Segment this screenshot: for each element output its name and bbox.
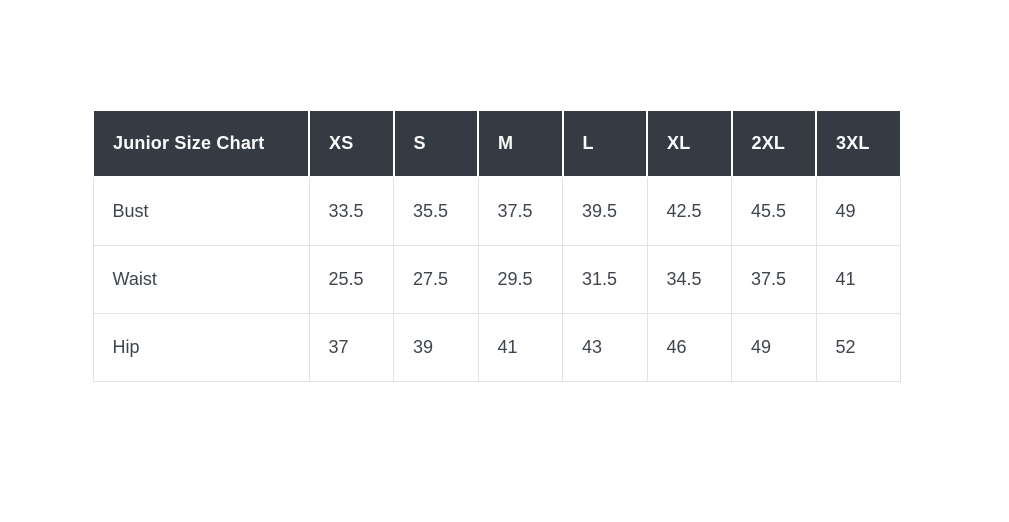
size-header-3xl: 3XL <box>815 109 902 178</box>
cell-bust-2xl: 45.5 <box>731 176 817 246</box>
size-header-xl: XL <box>646 109 733 178</box>
cell-hip-3xl: 52 <box>815 313 901 382</box>
header-row: Junior Size Chart XS S M L XL 2XL 3XL <box>92 109 902 178</box>
size-header-m: M <box>477 109 564 178</box>
size-header-s: S <box>392 109 479 178</box>
cell-waist-m: 29.5 <box>477 245 563 314</box>
cell-hip-m: 41 <box>477 313 563 382</box>
cell-hip-xl: 46 <box>646 313 732 382</box>
row-label-bust: Bust <box>92 176 310 246</box>
table-title-cell: Junior Size Chart <box>92 109 310 178</box>
table-row-hip: Hip 37 39 41 43 46 49 52 <box>92 313 901 382</box>
cell-bust-l: 39.5 <box>562 176 648 246</box>
cell-waist-xl: 34.5 <box>646 245 732 314</box>
size-header-2xl: 2XL <box>730 109 817 178</box>
cell-bust-xl: 42.5 <box>646 176 732 246</box>
row-label-waist: Waist <box>92 245 310 314</box>
cell-bust-xs: 33.5 <box>308 176 394 246</box>
cell-waist-3xl: 41 <box>815 245 901 314</box>
size-chart-table: Junior Size Chart XS S M L XL 2XL 3XL Bu… <box>92 109 902 382</box>
cell-hip-xs: 37 <box>308 313 394 382</box>
cell-waist-2xl: 37.5 <box>731 245 817 314</box>
cell-hip-s: 39 <box>393 313 479 382</box>
cell-hip-l: 43 <box>562 313 648 382</box>
table-row-bust: Bust 33.5 35.5 37.5 39.5 42.5 45.5 49 <box>92 176 901 246</box>
cell-bust-s: 35.5 <box>393 176 479 246</box>
cell-waist-xs: 25.5 <box>308 245 394 314</box>
cell-bust-3xl: 49 <box>815 176 901 246</box>
cell-waist-l: 31.5 <box>562 245 648 314</box>
row-label-hip: Hip <box>92 313 310 382</box>
cell-bust-m: 37.5 <box>477 176 563 246</box>
size-header-l: L <box>561 109 648 178</box>
size-header-xs: XS <box>308 109 395 178</box>
cell-waist-s: 27.5 <box>393 245 479 314</box>
table-row-waist: Waist 25.5 27.5 29.5 31.5 34.5 37.5 41 <box>92 245 901 314</box>
cell-hip-2xl: 49 <box>731 313 817 382</box>
